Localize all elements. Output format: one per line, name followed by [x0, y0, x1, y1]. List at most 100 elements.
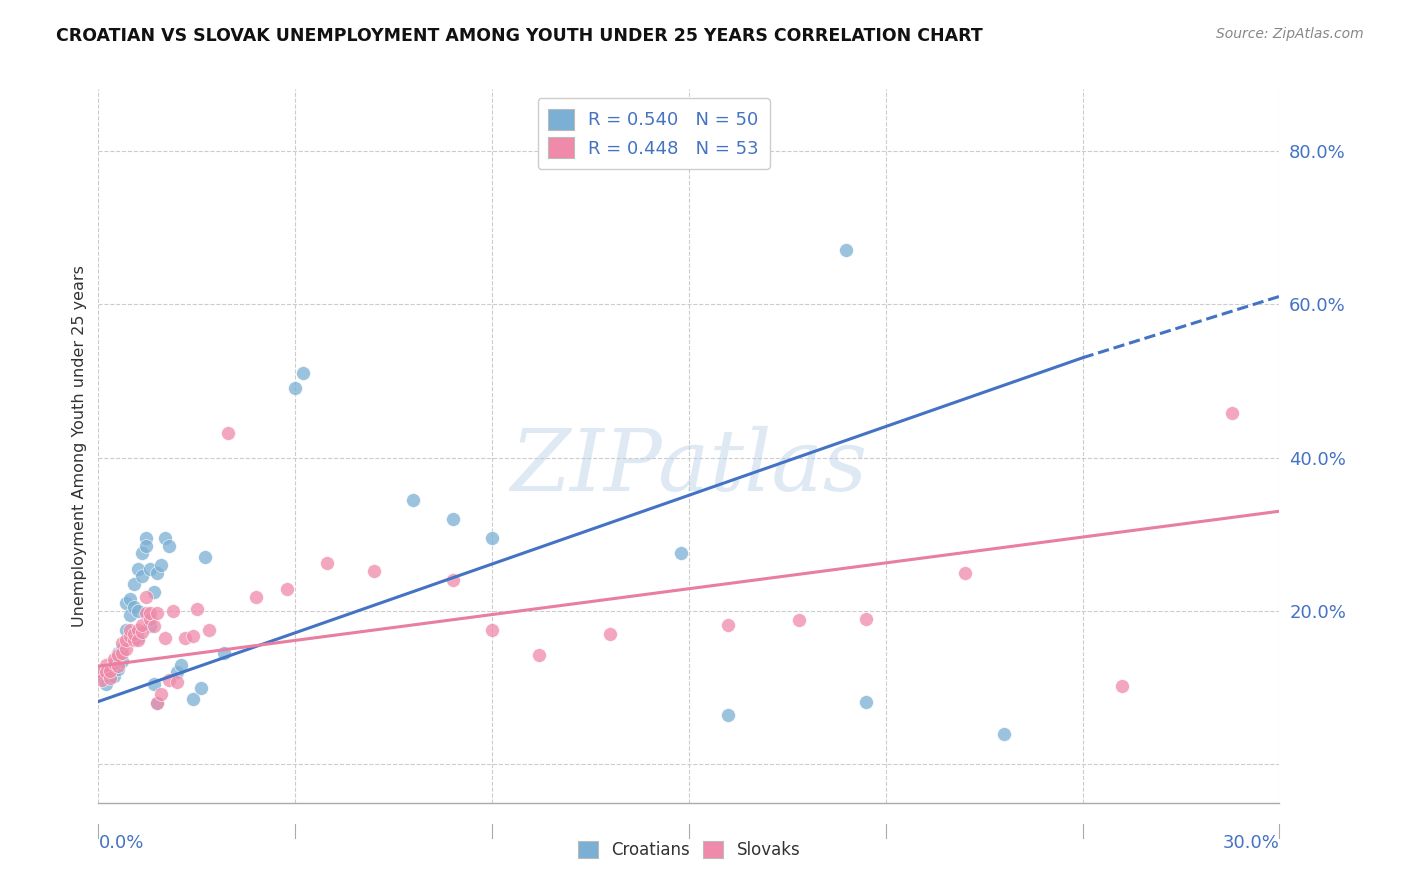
Point [127, 604, 149, 618]
Point [1220, 406, 1243, 420]
Point [91, 669, 114, 683]
Point [91, 673, 114, 687]
Legend: Croatians, Slovaks: Croatians, Slovaks [571, 834, 807, 866]
Point [98, 661, 121, 675]
Point [142, 619, 165, 633]
Point [118, 607, 141, 622]
Point [98, 672, 121, 686]
Point [135, 531, 157, 545]
Point [96, 657, 118, 672]
Point [135, 606, 157, 620]
Point [122, 577, 145, 591]
Point [118, 592, 141, 607]
Point [835, 244, 858, 258]
Point [103, 657, 125, 672]
Text: 30.0%: 30.0% [1223, 834, 1279, 852]
Point [115, 633, 138, 648]
Point [993, 727, 1015, 741]
Point [98, 664, 121, 678]
Point [107, 661, 129, 675]
Point [855, 612, 877, 626]
Point [481, 531, 503, 545]
Point [166, 674, 188, 689]
Point [107, 648, 129, 663]
Point [441, 512, 464, 526]
Text: Source: ZipAtlas.com: Source: ZipAtlas.com [1216, 27, 1364, 41]
Point [91, 665, 114, 680]
Point [194, 550, 217, 565]
Point [146, 696, 169, 710]
Point [135, 539, 157, 553]
Point [98, 669, 121, 683]
Point [107, 659, 129, 673]
Point [107, 646, 129, 660]
Point [717, 707, 740, 722]
Point [131, 617, 153, 632]
Point [127, 631, 149, 645]
Point [111, 654, 134, 668]
Point [150, 687, 173, 701]
Point [96, 665, 118, 680]
Point [103, 651, 125, 665]
Point [953, 566, 976, 580]
Point [481, 623, 503, 637]
Point [599, 627, 621, 641]
Point [142, 677, 165, 691]
Point [131, 569, 153, 583]
Point [138, 612, 160, 626]
Point [197, 623, 219, 637]
Point [115, 623, 138, 637]
Point [162, 604, 184, 618]
Point [363, 564, 385, 578]
Point [292, 366, 315, 380]
Point [157, 673, 180, 687]
Point [127, 562, 149, 576]
Point [174, 631, 197, 645]
Point [135, 590, 157, 604]
Point [217, 425, 239, 440]
Point [127, 633, 149, 648]
Point [166, 665, 188, 680]
Point [96, 665, 118, 680]
Point [138, 562, 160, 576]
Point [111, 636, 134, 650]
Point [138, 619, 160, 633]
Point [138, 606, 160, 620]
Point [1111, 679, 1133, 693]
Point [717, 617, 740, 632]
Text: CROATIAN VS SLOVAK UNEMPLOYMENT AMONG YOUTH UNDER 25 YEARS CORRELATION CHART: CROATIAN VS SLOVAK UNEMPLOYMENT AMONG YO… [56, 27, 983, 45]
Point [122, 600, 145, 615]
Point [142, 584, 165, 599]
Point [669, 546, 692, 560]
Point [150, 558, 173, 572]
Point [186, 602, 208, 616]
Point [122, 627, 145, 641]
Text: 0.0%: 0.0% [98, 834, 143, 852]
Point [855, 694, 877, 708]
Point [146, 696, 169, 710]
Point [115, 642, 138, 657]
Point [170, 657, 193, 672]
Point [276, 582, 298, 597]
Text: ZIPatlas: ZIPatlas [510, 426, 868, 508]
Y-axis label: Unemployment Among Youth under 25 years: Unemployment Among Youth under 25 years [72, 265, 87, 627]
Point [155, 531, 177, 545]
Point [181, 628, 204, 642]
Point [91, 665, 114, 680]
Point [529, 648, 551, 663]
Point [146, 566, 169, 580]
Point [103, 656, 125, 670]
Point [181, 692, 204, 706]
Point [131, 546, 153, 560]
Point [157, 539, 180, 553]
Point [96, 677, 118, 691]
Point [111, 642, 134, 657]
Point [787, 613, 810, 627]
Point [190, 681, 212, 695]
Point [111, 646, 134, 660]
Point [155, 631, 177, 645]
Point [214, 646, 236, 660]
Point [122, 633, 145, 648]
Point [118, 623, 141, 637]
Point [131, 625, 153, 640]
